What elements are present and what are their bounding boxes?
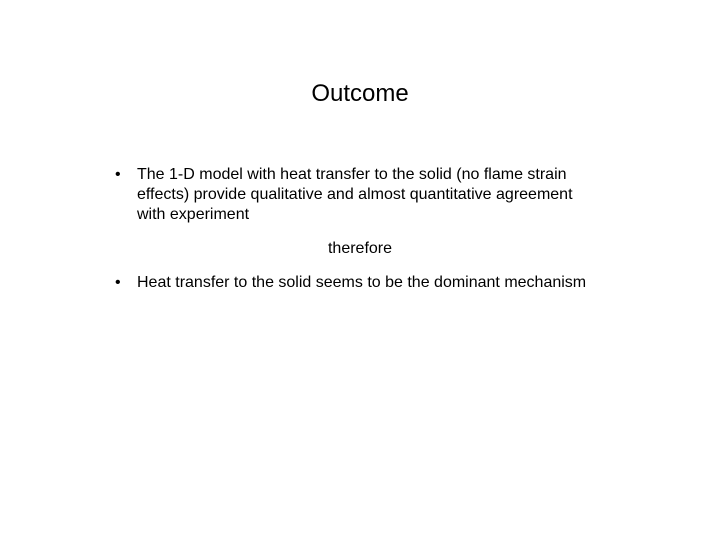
bullet-item: • The 1-D model with heat transfer to th…	[115, 165, 605, 225]
bullet-dot-icon: •	[115, 273, 137, 293]
slide-title: Outcome	[0, 80, 720, 108]
bullet-text: Heat transfer to the solid seems to be t…	[137, 273, 605, 293]
bullet-dot-icon: •	[115, 165, 137, 225]
bullet-text: The 1-D model with heat transfer to the …	[137, 165, 605, 225]
slide-body: • The 1-D model with heat transfer to th…	[115, 165, 605, 307]
bullet-item: • Heat transfer to the solid seems to be…	[115, 273, 605, 293]
slide: Outcome • The 1-D model with heat transf…	[0, 0, 720, 540]
connector-word: therefore	[115, 239, 605, 259]
